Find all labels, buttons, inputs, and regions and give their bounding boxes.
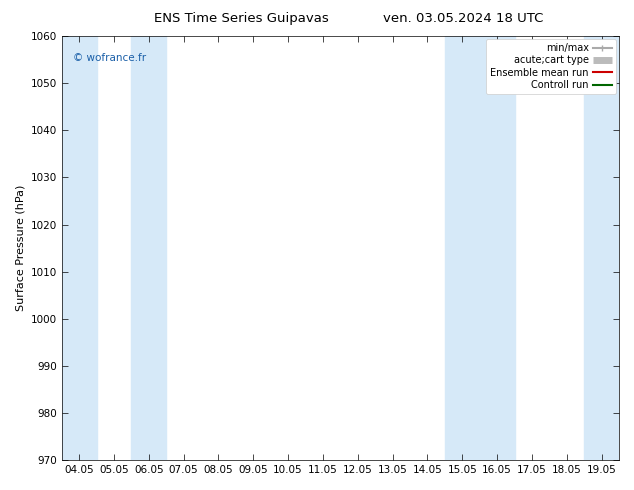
Text: ven. 03.05.2024 18 UTC: ven. 03.05.2024 18 UTC [383,12,543,25]
Bar [131,36,166,460]
Text: © wofrance.fr: © wofrance.fr [73,53,146,63]
Y-axis label: Surface Pressure (hPa): Surface Pressure (hPa) [15,185,25,311]
Bar [445,36,515,460]
Bar [584,36,623,460]
Legend: min/max, acute;cart type, Ensemble mean run, Controll run: min/max, acute;cart type, Ensemble mean … [486,39,616,94]
Text: ENS Time Series Guipavas: ENS Time Series Guipavas [153,12,328,25]
Bar [61,36,96,460]
